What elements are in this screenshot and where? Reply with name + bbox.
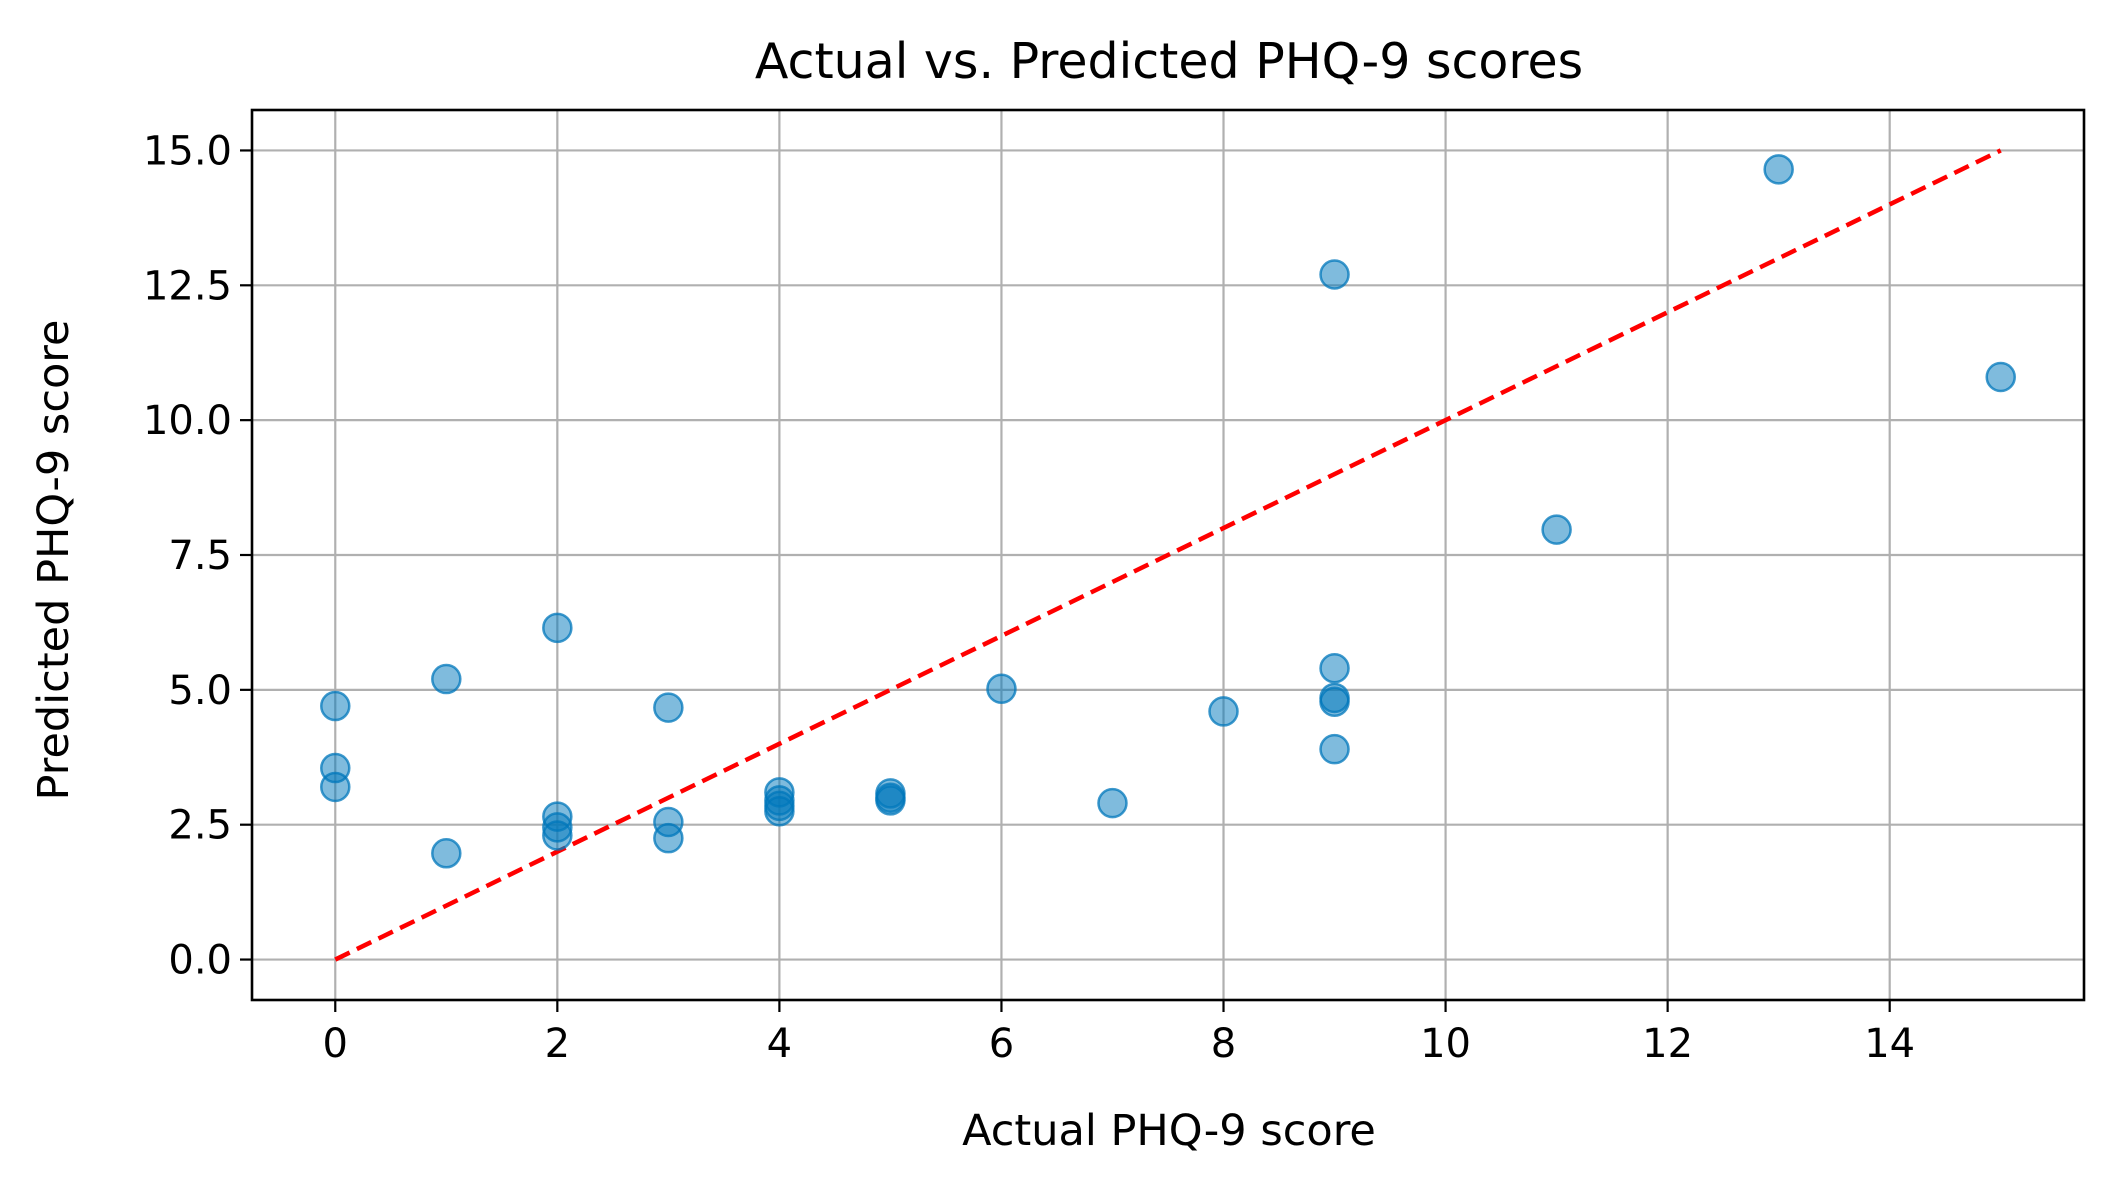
data-point-15 bbox=[764, 795, 795, 827]
data-point-29 bbox=[1985, 361, 2016, 393]
data-point-9 bbox=[653, 692, 684, 723]
reference-line-layer bbox=[334, 148, 2002, 962]
data-point-8 bbox=[542, 820, 573, 851]
data-point-28 bbox=[1763, 154, 1794, 185]
x-axis-label: Actual PHQ-9 score bbox=[962, 1106, 1376, 1156]
data-point-23 bbox=[1319, 653, 1350, 684]
x-tick-label-6: 12 bbox=[1642, 1021, 1693, 1067]
data-point-4 bbox=[431, 838, 462, 869]
y-axis-label: Predicted PHQ-9 score bbox=[29, 320, 79, 801]
data-point-25 bbox=[1319, 686, 1350, 717]
x-tick-label-2: 4 bbox=[767, 1021, 792, 1067]
x-tick-label-0: 0 bbox=[323, 1021, 348, 1067]
x-tick-label-5: 10 bbox=[1420, 1021, 1471, 1067]
x-tick-label-7: 14 bbox=[1864, 1021, 1915, 1067]
y-tick-label-1: 2.5 bbox=[168, 803, 232, 849]
x-tick-label-1: 2 bbox=[545, 1021, 570, 1067]
y-tick-label-3: 7.5 bbox=[168, 533, 232, 579]
data-point-18 bbox=[875, 785, 906, 816]
data-point-3 bbox=[431, 663, 462, 695]
y-tick-label-2: 5.0 bbox=[168, 668, 232, 714]
y-tick-label-6: 15.0 bbox=[143, 128, 232, 174]
data-point-2 bbox=[320, 771, 351, 803]
grid bbox=[252, 110, 2084, 1000]
x-tick-label-3: 6 bbox=[989, 1021, 1014, 1067]
y-tick-label-5: 12.5 bbox=[143, 263, 232, 309]
data-point-20 bbox=[1097, 787, 1128, 819]
data-point-27 bbox=[1541, 514, 1572, 545]
data-point-21 bbox=[1208, 696, 1239, 727]
data-point-26 bbox=[1319, 733, 1350, 765]
data-point-11 bbox=[653, 822, 684, 854]
data-point-5 bbox=[542, 612, 573, 644]
data-point-22 bbox=[1319, 259, 1350, 290]
data-point-19 bbox=[986, 673, 1017, 705]
x-axis-ticks: 0 2 4 6 8 10 12 14 bbox=[323, 1000, 1915, 1067]
y-tick-label-4: 10.0 bbox=[143, 398, 232, 444]
data-point-0 bbox=[320, 690, 351, 722]
y-tick-label-0: 0.0 bbox=[168, 938, 232, 984]
x-tick-label-4: 8 bbox=[1211, 1021, 1236, 1067]
identity-reference-line bbox=[334, 148, 2002, 962]
y-axis-ticks: 0.0 2.5 5.0 7.5 10.0 12.5 15.0 bbox=[143, 128, 252, 984]
chart-title: Actual vs. Predicted PHQ-9 scores bbox=[755, 33, 1583, 90]
data-points bbox=[320, 154, 2016, 869]
